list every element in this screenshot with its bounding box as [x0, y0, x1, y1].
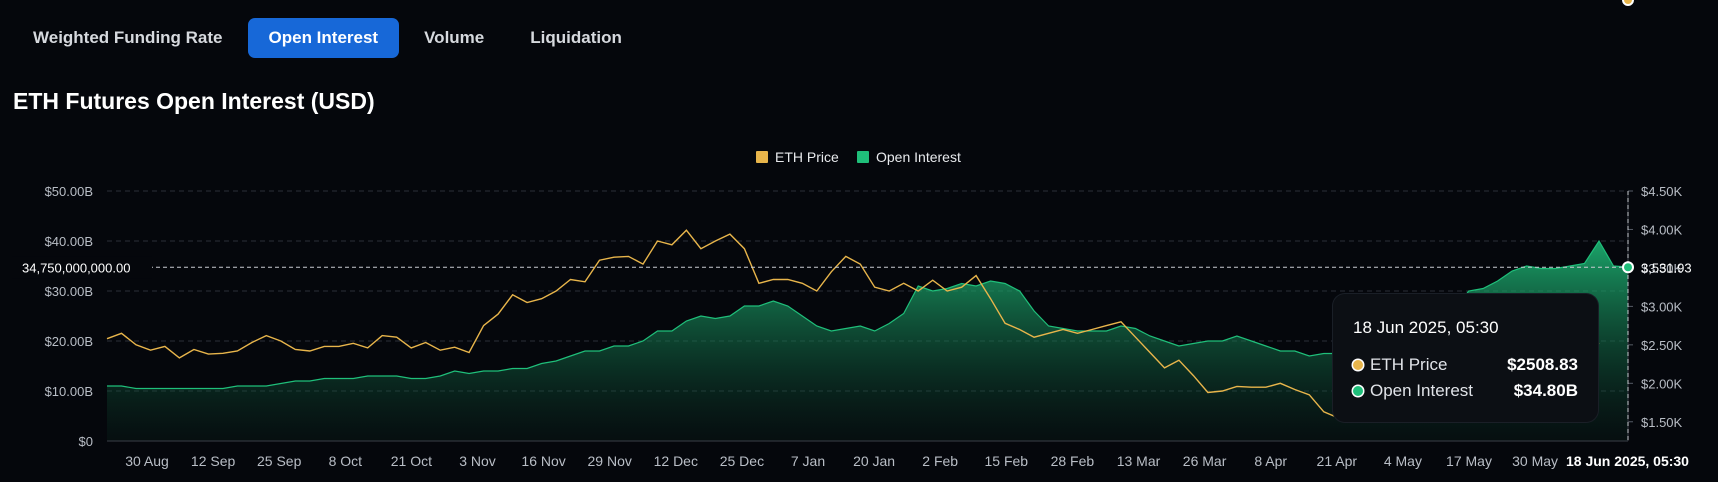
y-left-tick-label: $0: [79, 434, 93, 449]
x-tick-label: 8 Apr: [1254, 453, 1287, 469]
x-tick-label: 15 Feb: [985, 453, 1029, 469]
crosshair-dot-eth-price: [1622, 0, 1634, 6]
series-open-interest-area: [107, 241, 1628, 441]
x-tick-label: 20 Jan: [853, 453, 895, 469]
x-tick-label: 17 May: [1446, 453, 1492, 469]
page-title: ETH Futures Open Interest (USD): [13, 88, 375, 114]
legend-swatch-eth-price: [756, 151, 768, 163]
y-left-tick-label: $40.00B: [45, 234, 93, 249]
x-tick-label: 13 Mar: [1117, 453, 1161, 469]
tooltip-label: Open Interest: [1370, 381, 1474, 400]
metric-tabs: Weighted Funding Rate Open Interest Volu…: [12, 18, 643, 58]
tooltip-dot-eth-price: [1353, 360, 1363, 370]
tab-volume[interactable]: Volume: [424, 28, 485, 47]
legend-swatch-open-interest: [857, 151, 869, 163]
x-tick-label: 26 Mar: [1183, 453, 1227, 469]
x-tick-label: 30 Aug: [125, 453, 169, 469]
crosshair-right-label: 3,531.93: [1641, 260, 1692, 275]
tab-open-interest[interactable]: Open Interest: [247, 18, 400, 58]
x-tick-label: 30 May: [1512, 453, 1558, 469]
x-tick-label: 8 Oct: [329, 453, 363, 469]
crosshair-dot-open-interest: [1622, 261, 1634, 274]
y-left-tick-label: $10.00B: [45, 384, 93, 399]
y-right-tick-label: $2.00K: [1641, 376, 1683, 391]
tooltip-row-eth-price: ETH Price $2508.83: [1353, 354, 1578, 376]
x-tick-label: 29 Nov: [588, 453, 632, 469]
tooltip-dot-open-interest: [1353, 386, 1363, 396]
tooltip-time: 18 Jun 2025, 05:30: [1353, 318, 1499, 337]
y-right-tick-label: $3.50K: [1641, 261, 1683, 276]
crosshair-x-label-bg: [1559, 447, 1697, 473]
x-tick-label: 2 Feb: [922, 453, 958, 469]
y-right-tick-label: $4.50K: [1641, 184, 1683, 199]
y-right-tick-label: $2.50K: [1641, 338, 1683, 353]
x-tick-label: 3 Nov: [459, 453, 496, 469]
x-tick-label: 28 Feb: [1051, 453, 1095, 469]
x-tick-label: 12 Dec: [654, 453, 698, 469]
x-tick-label: 21 Apr: [1317, 453, 1358, 469]
x-tick-label: 7 Jan: [791, 453, 825, 469]
legend-label-eth-price[interactable]: ETH Price: [775, 149, 839, 165]
x-tick-label: 21 Oct: [391, 453, 432, 469]
y-left-tick-label: $50.00B: [45, 184, 93, 199]
tooltip-row-open-interest: Open Interest $34.80B: [1353, 380, 1578, 402]
x-tick-label: 25 Sep: [257, 453, 302, 469]
tooltip-value: $2508.83: [1507, 355, 1578, 374]
tooltip-label: ETH Price: [1370, 355, 1448, 374]
y-right-tick-label: $4.00K: [1641, 222, 1683, 237]
crosshair-left-label: 34,750,000,000.00: [22, 260, 130, 275]
tab-liquidation[interactable]: Liquidation: [530, 28, 622, 47]
crosshair-left-label-bg: [12, 256, 152, 279]
legend-label-open-interest[interactable]: Open Interest: [876, 149, 961, 165]
tooltip-value: $34.80B: [1513, 381, 1578, 400]
y-left-tick-label: $30.00B: [45, 284, 93, 299]
chart-legend: ETH Price Open Interest: [756, 149, 961, 165]
tab-weighted-funding-rate[interactable]: Weighted Funding Rate: [33, 28, 223, 47]
x-tick-label: 16 Nov: [521, 453, 565, 469]
x-tick-label: 12 Sep: [191, 453, 236, 469]
y-right-tick-label: $3.00K: [1641, 299, 1683, 314]
x-tick-label: 25 Dec: [720, 453, 764, 469]
x-tick-label: 4 May: [1384, 453, 1422, 469]
y-left-tick-label: $20.00B: [45, 334, 93, 349]
y-right-tick-label: $1.50K: [1641, 415, 1683, 430]
chart-tooltip: 18 Jun 2025, 05:30 ETH Price $2508.83 Open …: [1333, 294, 1598, 422]
crosshair-x-label: 18 Jun 2025, 05:30: [1566, 453, 1689, 469]
